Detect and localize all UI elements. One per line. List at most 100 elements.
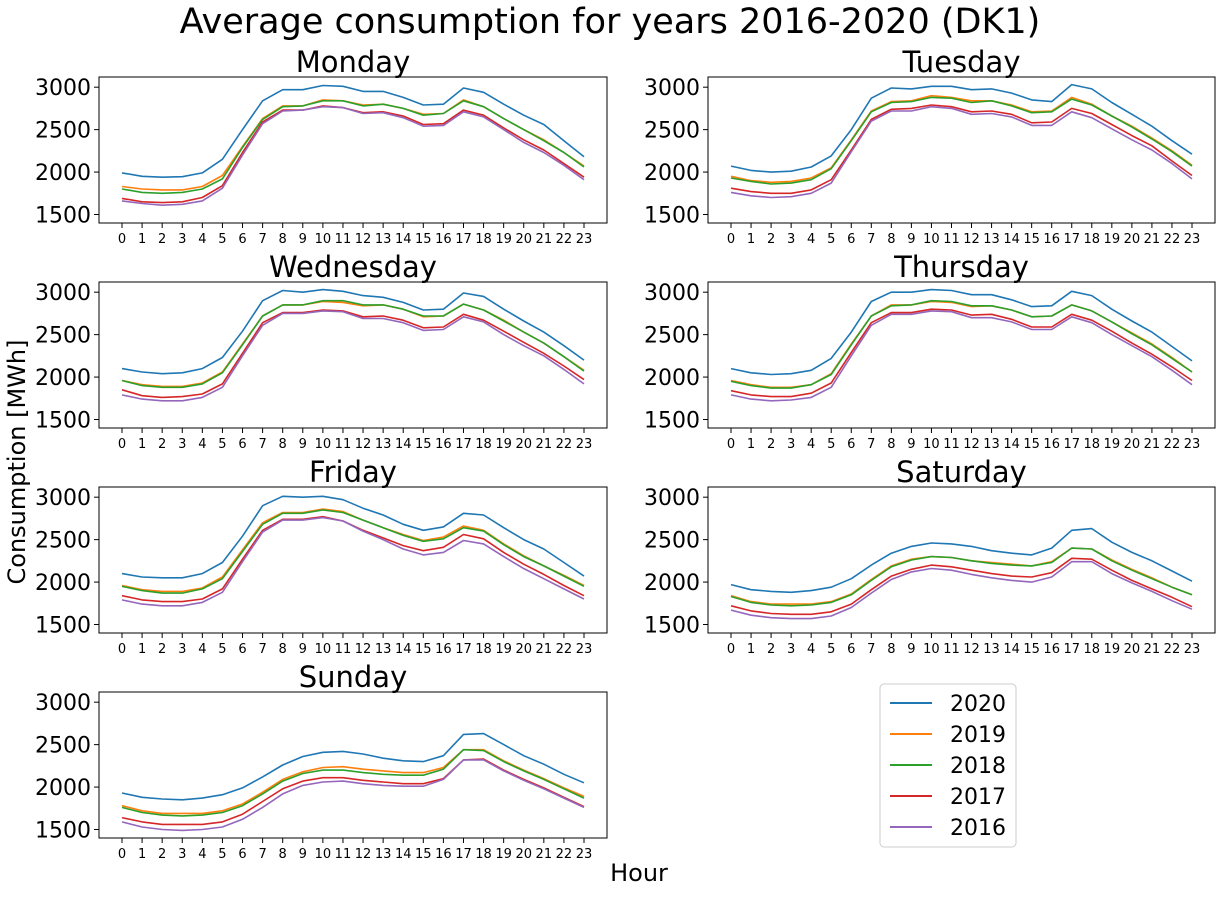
line-sunday-2017: [121, 758, 585, 826]
x-tick-label-saturday-5: 5: [827, 642, 835, 657]
x-tick-label-wednesday-0: 0: [118, 437, 126, 452]
y-tick-label-tuesday-2000: 2000: [644, 161, 700, 186]
x-tick-label-monday-0: 0: [118, 232, 126, 247]
x-tick-label-tuesday-22: 22: [1164, 232, 1181, 247]
x-tick-label-thursday-1: 1: [747, 437, 755, 452]
x-tick-label-friday-0: 0: [118, 642, 126, 657]
x-tick-label-saturday-8: 8: [887, 642, 895, 657]
x-tick-label-tuesday-12: 12: [963, 232, 980, 247]
x-tick-label-saturday-23: 23: [1184, 642, 1201, 657]
x-tick-label-sunday-15: 15: [415, 847, 432, 862]
y-tick-label-sunday-2000: 2000: [35, 776, 91, 801]
x-tick-label-saturday-1: 1: [747, 642, 755, 657]
y-tick-label-wednesday-2500: 2500: [35, 324, 91, 349]
x-tick-label-wednesday-3: 3: [178, 437, 186, 452]
x-tick-label-sunday-19: 19: [495, 847, 512, 862]
x-tick-label-saturday-7: 7: [867, 642, 875, 657]
x-tick-label-tuesday-2: 2: [767, 232, 775, 247]
line-monday-2018: [121, 100, 585, 195]
panel-title-monday: Monday: [296, 45, 411, 79]
x-tick-label-sunday-17: 17: [455, 847, 472, 862]
x-tick-label-sunday-10: 10: [315, 847, 332, 862]
legend-label-2020: 2020: [950, 692, 1006, 717]
x-tick-label-wednesday-16: 16: [435, 437, 452, 452]
y-tick-label-thursday-2500: 2500: [644, 324, 700, 349]
x-tick-label-monday-9: 9: [299, 232, 307, 247]
y-tick-label-saturday-2500: 2500: [644, 529, 700, 554]
y-tick-label-monday-3000: 3000: [35, 76, 91, 101]
y-tick-label-tuesday-1500: 1500: [644, 204, 700, 229]
x-tick-label-sunday-13: 13: [375, 847, 392, 862]
x-tick-label-wednesday-6: 6: [238, 437, 246, 452]
panel-title-saturday: Saturday: [896, 455, 1027, 489]
y-tick-label-wednesday-1500: 1500: [35, 409, 91, 434]
x-tick-label-sunday-16: 16: [435, 847, 452, 862]
plot-frame-monday: [98, 76, 608, 224]
legend-box: [879, 683, 1017, 848]
x-tick-label-monday-1: 1: [138, 232, 146, 247]
y-tick-label-monday-1500: 1500: [35, 204, 91, 229]
line-tuesday-2016: [730, 105, 1193, 199]
line-saturday-2017: [730, 557, 1193, 616]
x-tick-label-wednesday-4: 4: [198, 437, 206, 452]
x-tick-label-monday-5: 5: [218, 232, 226, 247]
x-tick-label-saturday-12: 12: [963, 642, 980, 657]
x-tick-label-monday-21: 21: [536, 232, 553, 247]
x-tick-label-saturday-11: 11: [943, 642, 960, 657]
x-tick-label-sunday-3: 3: [178, 847, 186, 862]
x-tick-label-saturday-22: 22: [1164, 642, 1181, 657]
x-tick-label-saturday-16: 16: [1043, 642, 1060, 657]
x-tick-label-tuesday-21: 21: [1144, 232, 1161, 247]
x-tick-label-friday-12: 12: [355, 642, 372, 657]
line-friday-2017: [121, 515, 585, 603]
x-tick-label-saturday-6: 6: [847, 642, 855, 657]
x-tick-label-sunday-22: 22: [556, 847, 573, 862]
x-tick-label-sunday-12: 12: [355, 847, 372, 862]
x-tick-label-saturday-2: 2: [767, 642, 775, 657]
x-tick-label-friday-23: 23: [576, 642, 593, 657]
x-tick-label-tuesday-17: 17: [1063, 232, 1080, 247]
x-tick-label-wednesday-2: 2: [158, 437, 166, 452]
line-tuesday-2018: [730, 96, 1193, 185]
x-tick-label-monday-22: 22: [556, 232, 573, 247]
line-monday-2020: [121, 84, 585, 178]
figure-title: Average consumption for years 2016-2020 …: [180, 2, 1041, 42]
x-tick-label-saturday-14: 14: [1003, 642, 1020, 657]
x-tick-label-sunday-9: 9: [299, 847, 307, 862]
x-tick-label-saturday-15: 15: [1023, 642, 1040, 657]
x-tick-label-thursday-16: 16: [1043, 437, 1060, 452]
line-wednesday-2018: [121, 299, 585, 389]
y-tick-label-sunday-1500: 1500: [35, 819, 91, 844]
x-tick-label-friday-10: 10: [315, 642, 332, 657]
line-monday-2016: [121, 105, 585, 206]
y-tick-label-friday-2500: 2500: [35, 529, 91, 554]
x-tick-label-tuesday-3: 3: [787, 232, 795, 247]
x-tick-label-thursday-15: 15: [1023, 437, 1040, 452]
x-tick-label-wednesday-14: 14: [395, 437, 412, 452]
x-tick-label-wednesday-9: 9: [299, 437, 307, 452]
x-tick-label-wednesday-13: 13: [375, 437, 392, 452]
x-tick-label-wednesday-20: 20: [515, 437, 532, 452]
y-tick-label-tuesday-3000: 3000: [644, 76, 700, 101]
x-tick-label-saturday-21: 21: [1144, 642, 1161, 657]
x-tick-label-thursday-6: 6: [847, 437, 855, 452]
x-tick-label-monday-8: 8: [279, 232, 287, 247]
x-tick-label-sunday-7: 7: [258, 847, 266, 862]
x-tick-label-tuesday-11: 11: [943, 232, 960, 247]
x-tick-label-wednesday-8: 8: [279, 437, 287, 452]
line-monday-2019: [121, 99, 585, 191]
line-friday-2020: [121, 495, 585, 579]
line-sunday-2018: [121, 748, 585, 817]
x-tick-label-thursday-22: 22: [1164, 437, 1181, 452]
x-tick-label-friday-6: 6: [238, 642, 246, 657]
y-tick-label-saturday-2000: 2000: [644, 571, 700, 596]
x-tick-label-tuesday-15: 15: [1023, 232, 1040, 247]
x-tick-label-wednesday-22: 22: [556, 437, 573, 452]
line-thursday-2020: [730, 288, 1193, 376]
x-tick-label-thursday-14: 14: [1003, 437, 1020, 452]
